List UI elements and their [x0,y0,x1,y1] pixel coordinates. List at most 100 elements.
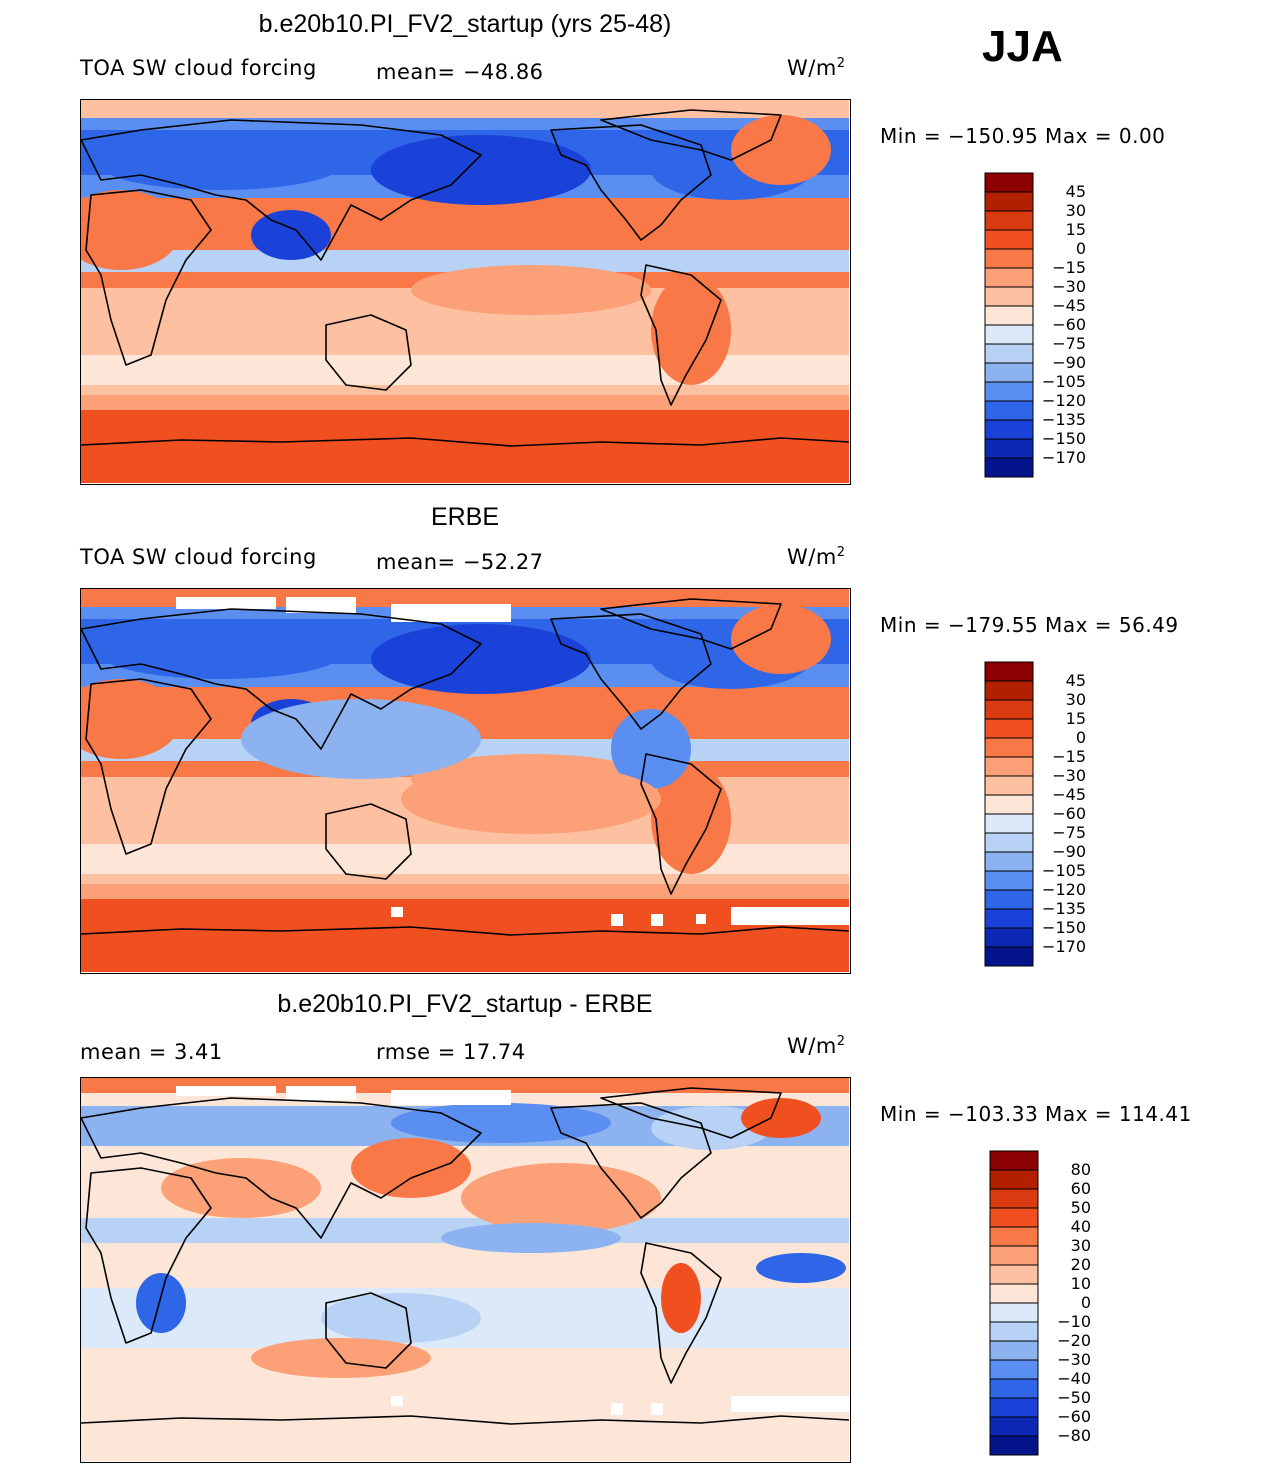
colorbar-tick-label: −170 [1042,937,1086,956]
colorbar-box [984,699,1034,720]
colorbar-tick-label: 30 [1071,1236,1091,1255]
field-anomaly [731,604,831,674]
colorbar-box [989,1245,1039,1266]
colorbar-box [984,946,1034,967]
colorbar-box [989,1302,1039,1323]
continent-coastline [600,598,782,650]
colorbar-box [984,324,1034,345]
colorbar-box [984,889,1034,910]
field-band [81,250,849,272]
colorbar-tick-label: 45 [1066,182,1086,201]
missing-data-cell [286,597,356,613]
panel-2-mean-label: mean= −52.27 [376,550,544,574]
colorbar-tick-label: 80 [1071,1160,1091,1179]
colorbar-tick-label: −45 [1052,785,1086,804]
antarctica-coastline [81,437,849,447]
colorbar-tick-label: 10 [1071,1274,1091,1293]
field-band [81,899,849,972]
colorbar-box [989,1226,1039,1247]
colorbar-svg: 4530150−15−30−45−60−75−90−105−120−135−15… [984,172,1086,478]
map-svg [81,100,849,483]
colorbar-box [984,343,1034,364]
panel-2-units: W/m2 [787,545,846,569]
panel-3-title: b.e20b10.PI_FV2_startup - ERBE [277,990,653,1018]
colorbar-tick-label: −30 [1052,277,1086,296]
panel-1-map [80,99,851,485]
field-anomaly [241,699,481,779]
colorbar-box [984,832,1034,853]
field-anomaly [101,140,341,190]
colorbar-tick-label: 40 [1071,1217,1091,1236]
colorbar-tick-label: 50 [1071,1198,1091,1217]
colorbar-tick-label: 30 [1066,201,1086,220]
field-anomaly [611,709,691,789]
field-anomaly [441,1223,621,1253]
panel-3-minmax: Min = −103.33 Max = 114.41 [880,1102,1192,1126]
colorbar-tick-label: 0 [1081,1293,1091,1312]
colorbar-tick-label: 0 [1076,728,1086,747]
colorbar-box [984,737,1034,758]
colorbar-tick-label: −170 [1042,448,1086,467]
map-svg [81,589,849,972]
field-anomaly [81,190,181,270]
colorbar-tick-label: −135 [1042,899,1086,918]
colorbar-tick-label: −40 [1057,1369,1091,1388]
colorbar-box [984,851,1034,872]
colorbar-box [984,286,1034,307]
continent-coastline [325,1292,412,1369]
panel-1-units: W/m2 [787,56,846,80]
field-anomaly [661,1263,701,1333]
colorbar-tick-label: −10 [1057,1312,1091,1331]
continent-coastline [81,608,482,750]
antarctica-coastline [81,1415,849,1425]
colorbar-box [989,1188,1039,1209]
colorbar-tick-label: −80 [1057,1426,1091,1445]
missing-data-cell [176,1086,276,1096]
colorbar-box [989,1150,1039,1171]
colorbar-box [984,438,1034,459]
colorbar-box [989,1378,1039,1399]
continent-coastline [550,613,712,730]
colorbar-box [989,1283,1039,1304]
field-anomaly [756,1253,846,1283]
colorbar-box [984,680,1034,701]
colorbar-box [989,1340,1039,1361]
colorbar-tick-label: −135 [1042,410,1086,429]
colorbar-box [984,718,1034,739]
colorbar-tick-label: −30 [1052,766,1086,785]
panel-3-units: W/m2 [787,1034,846,1058]
colorbar-tick-label: −90 [1052,353,1086,372]
panel-2-minmax: Min = −179.55 Max = 56.49 [880,613,1179,637]
field-anomaly [321,1293,481,1343]
continent-coastline [85,678,212,855]
field-band [81,100,849,118]
field-anomaly [161,1158,321,1218]
colorbar-tick-label: −60 [1052,804,1086,823]
field-anomaly [81,679,181,759]
continent-coastline [550,1102,712,1219]
field-anomaly [351,1138,471,1198]
missing-data-cell [286,1086,356,1100]
colorbar-box [989,1169,1039,1190]
colorbar-box [989,1359,1039,1380]
colorbar-box [989,1207,1039,1228]
continent-coastline [325,803,412,880]
panel-1-colorbar: 45 30 15 0 −15 −30 −45 −60 −75 −90 −105 −120 −135 −15… [984,172,1115,502]
field-anomaly [136,1273,186,1333]
colorbar-tick-label: −75 [1052,823,1086,842]
colorbar-box [984,248,1034,269]
panel-3-rmse-label: rmse = 17.74 [376,1040,526,1064]
colorbar-box [984,191,1034,212]
colorbar-box [989,1397,1039,1418]
continent-coastline [640,264,722,406]
missing-data-cell [611,914,623,926]
panel-1-mean-label: mean= −48.86 [376,60,544,84]
season-label: JJA [982,22,1063,71]
colorbar-box [984,419,1034,440]
field-anomaly [251,210,331,260]
field-anomaly [411,265,651,315]
field-anomaly [371,624,591,694]
field-anomaly [461,1163,661,1233]
panel-2-colorbar: 45 30 15 0 −15 −30 −45 −60 −75 −90 −105 −120 −135 −15… [984,661,1115,991]
colorbar-tick-label: −120 [1042,391,1086,410]
